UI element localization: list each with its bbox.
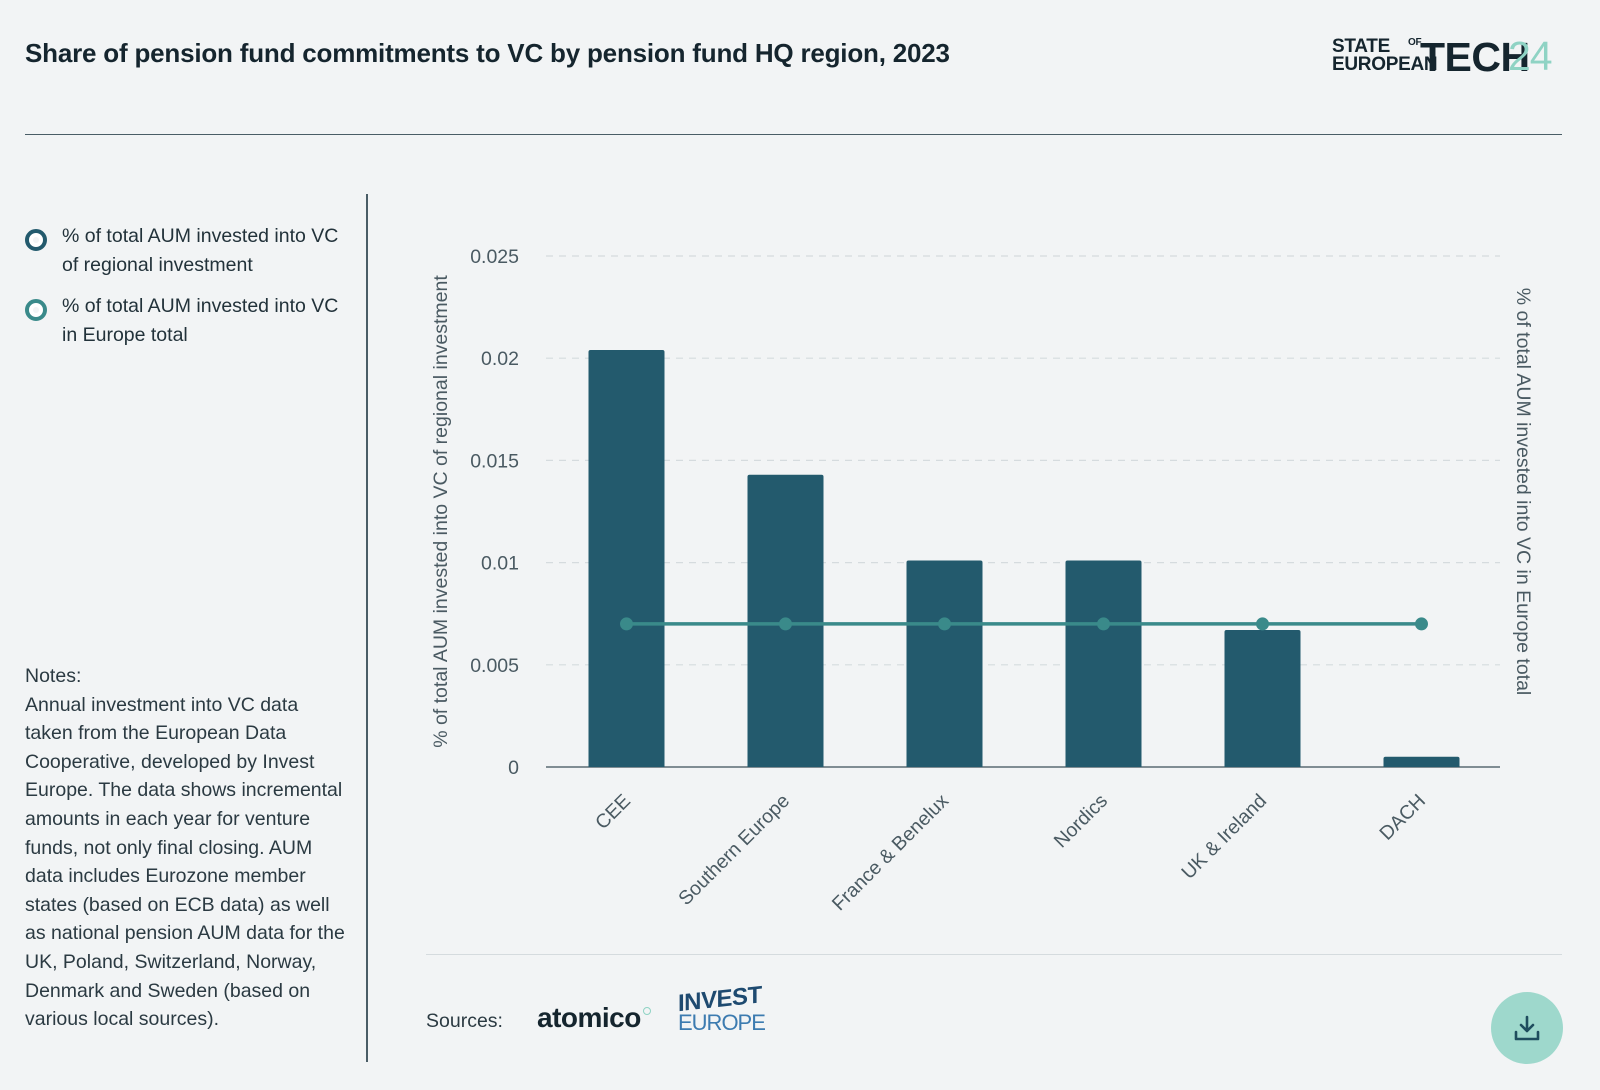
x-tick-label: France & Benelux bbox=[828, 790, 953, 915]
legend-marker-line-icon bbox=[25, 299, 47, 321]
line-point bbox=[1256, 617, 1269, 631]
atomico-logo-dot-icon bbox=[643, 1007, 651, 1015]
y-tick-label: 0.02 bbox=[481, 348, 519, 370]
bar bbox=[588, 350, 665, 767]
y-tick-label: 0.025 bbox=[470, 246, 519, 268]
x-tick-label: Nordics bbox=[1050, 790, 1112, 852]
legend: % of total AUM invested into VC of regio… bbox=[25, 222, 345, 362]
chart-title: Share of pension fund commitments to VC … bbox=[25, 38, 950, 68]
bar bbox=[906, 560, 983, 767]
download-icon bbox=[1514, 1015, 1540, 1041]
invest-europe-logo-line2: EUROPE bbox=[678, 1010, 766, 1035]
line-point bbox=[779, 617, 792, 631]
notes-heading: Notes: bbox=[25, 665, 82, 687]
logo-text-of: OF bbox=[1408, 37, 1422, 48]
state-of-european-tech-logo: STATE OF EUROPEAN TECH 24 bbox=[1332, 33, 1572, 80]
logo-text-tech: TECH bbox=[1420, 34, 1530, 80]
bar bbox=[1065, 560, 1142, 767]
x-tick-label: DACH bbox=[1375, 790, 1430, 845]
y-tick-label: 0.015 bbox=[470, 450, 519, 472]
y-tick-label: 0.01 bbox=[481, 553, 519, 575]
atomico-logo[interactable]: atomico bbox=[537, 1002, 641, 1033]
y-tick-label: 0.005 bbox=[470, 655, 519, 677]
sources-label: Sources: bbox=[426, 1010, 503, 1032]
y-axis-label: % of total AUM invested into VC of regio… bbox=[430, 275, 452, 748]
legend-item-bar[interactable]: % of total AUM invested into VC of regio… bbox=[25, 222, 345, 280]
logo-text-year: 24 bbox=[1508, 33, 1553, 79]
x-tick-label: Southern Europe bbox=[674, 790, 794, 910]
line-point bbox=[1097, 617, 1110, 631]
notes-text: Annual investment into VC data taken fro… bbox=[25, 693, 345, 1031]
notes: Notes: Annual investment into VC data ta… bbox=[25, 662, 345, 1034]
legend-label: % of total AUM invested into VC of regio… bbox=[62, 225, 339, 276]
legend-item-line[interactable]: % of total AUM invested into VC in Europ… bbox=[25, 292, 345, 350]
y-axis-label-right: % of total AUM invested into VC in Europ… bbox=[1512, 288, 1534, 696]
download-button[interactable] bbox=[1491, 992, 1563, 1064]
sidebar-divider bbox=[366, 194, 368, 1062]
line-point bbox=[1415, 617, 1428, 631]
header-divider bbox=[25, 134, 1562, 135]
legend-label: % of total AUM invested into VC in Europ… bbox=[62, 295, 339, 346]
x-tick-label: UK & Ireland bbox=[1177, 790, 1271, 884]
invest-europe-logo[interactable]: INVEST EUROPE bbox=[678, 981, 766, 1035]
legend-marker-bar-icon bbox=[25, 229, 47, 251]
line-point bbox=[938, 617, 951, 631]
footer-divider bbox=[426, 954, 1562, 955]
logo-text-state: STATE bbox=[1332, 36, 1390, 57]
x-tick-label: CEE bbox=[591, 790, 635, 834]
bar bbox=[1383, 756, 1460, 767]
logo-text-european: EUROPEAN bbox=[1332, 54, 1438, 75]
bar bbox=[1224, 630, 1301, 767]
line-point bbox=[620, 617, 633, 631]
y-tick-label: 0 bbox=[508, 757, 519, 779]
